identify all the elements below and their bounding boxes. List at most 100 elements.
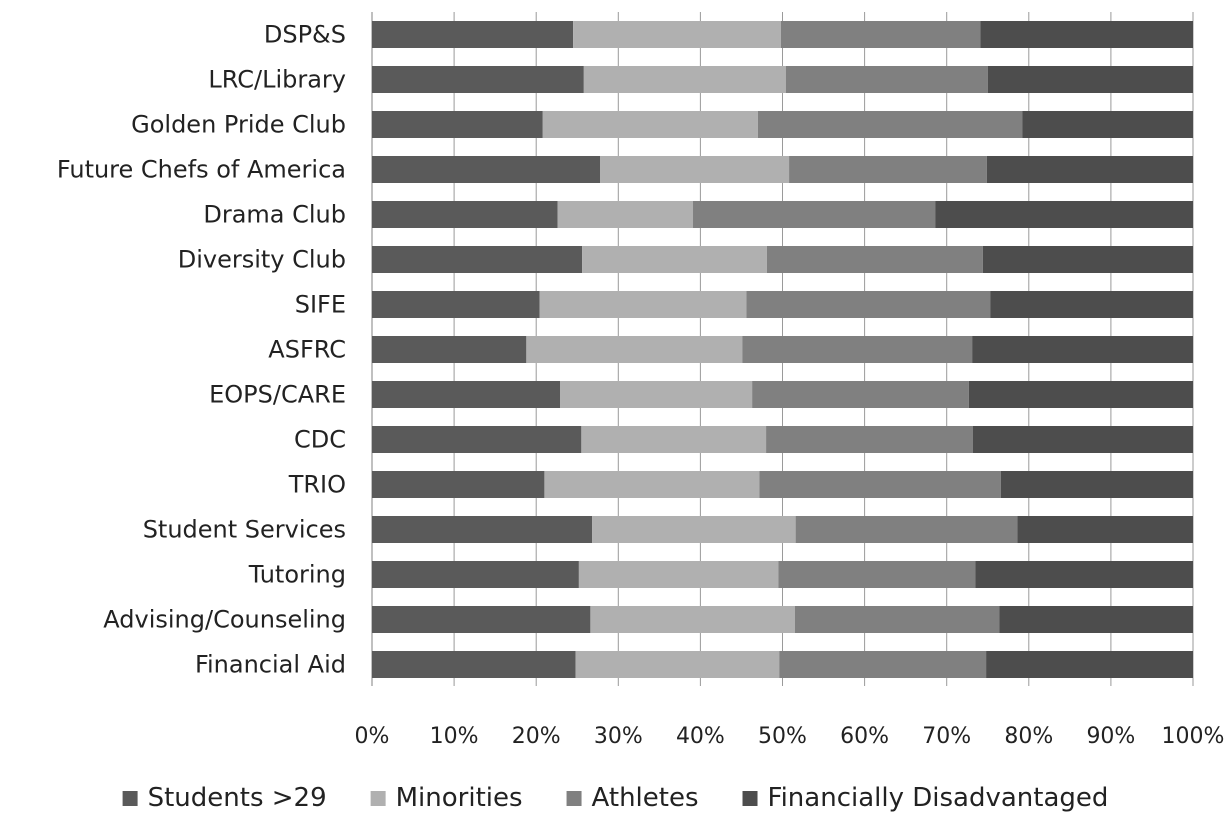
bar-segment — [766, 246, 983, 273]
bar-segment — [372, 111, 543, 138]
bar-segment — [372, 21, 574, 48]
bar-segment — [986, 651, 1193, 678]
bar-segment — [372, 291, 540, 318]
bar-segment — [975, 561, 1193, 588]
bar-segment — [573, 21, 781, 48]
legend-item: Minorities — [370, 783, 523, 813]
x-tick-label: 0% — [355, 724, 390, 749]
legend-swatch — [122, 791, 138, 806]
category-label: Golden Pride Club — [131, 111, 346, 139]
category-label: DSP&S — [264, 21, 346, 49]
bar-segment — [372, 516, 593, 543]
bar-segment — [372, 156, 601, 183]
x-tick-label: 10% — [430, 724, 479, 749]
bar-segment — [372, 471, 545, 498]
bar-segment — [583, 66, 786, 93]
category-label: Tutoring — [248, 561, 346, 589]
bar-segment — [592, 516, 796, 543]
legend-label: Athletes — [592, 783, 699, 813]
bar-segment — [990, 291, 1193, 318]
bar-segment — [1017, 516, 1193, 543]
bar-segment — [746, 291, 991, 318]
bar-segment — [372, 381, 561, 408]
bar-segment — [999, 606, 1193, 633]
bar-segment — [560, 381, 753, 408]
bar-segment — [935, 201, 1193, 228]
category-label: ASFRC — [268, 336, 346, 364]
category-label: SIFE — [295, 291, 346, 319]
legend-swatch — [566, 791, 582, 806]
bar-segment — [742, 336, 973, 363]
bar-segment — [526, 336, 743, 363]
category-label: EOPS/CARE — [209, 381, 346, 409]
bar-segment — [980, 21, 1193, 48]
bar-segment — [986, 156, 1193, 183]
bar-segment — [766, 426, 973, 453]
bar-segment — [752, 381, 969, 408]
x-tick-label: 50% — [758, 724, 807, 749]
category-label: Student Services — [143, 516, 346, 544]
x-tick-labels: 0% 10% 20% 30% 40% 50% 60% 70% 80% 90% 100% — [355, 724, 1225, 749]
bar-segment — [372, 336, 527, 363]
x-tick-label: 70% — [922, 724, 971, 749]
bar-segment — [795, 516, 1018, 543]
bar-segment — [759, 471, 1001, 498]
bar-segment — [982, 246, 1193, 273]
bar-segment — [789, 156, 987, 183]
bar-segment — [785, 66, 988, 93]
legend-swatch — [370, 791, 386, 806]
category-label: Future Chefs of America — [57, 156, 346, 184]
legend: Students >29 Minorities Athletes Financiall… — [122, 783, 1109, 813]
x-tick-label: 40% — [676, 724, 725, 749]
bar-segment — [987, 66, 1193, 93]
bar-segment — [539, 291, 747, 318]
bar-segment — [372, 246, 583, 273]
bar-segment — [372, 66, 584, 93]
bar-segment — [972, 336, 1193, 363]
bar-segment — [1000, 471, 1193, 498]
category-labels: DSP&S LRC/Library Golden Pride Club Future … — [57, 21, 346, 679]
bars — [372, 21, 1193, 678]
bar-segment — [372, 651, 576, 678]
bar-segment — [600, 156, 790, 183]
legend-item: Financially Disadvantaged — [742, 783, 1109, 813]
bar-segment — [582, 246, 767, 273]
category-label: Drama Club — [203, 201, 346, 229]
legend-label: Financially Disadvantaged — [768, 783, 1109, 813]
bar-segment — [779, 651, 987, 678]
legend-swatch — [742, 791, 758, 806]
bar-segment — [968, 381, 1193, 408]
bar-segment — [372, 201, 558, 228]
x-tick-label: 30% — [594, 724, 643, 749]
bar-segment — [575, 651, 780, 678]
bar-segment — [372, 606, 591, 633]
legend-item: Students >29 — [122, 783, 327, 813]
category-label: TRIO — [288, 471, 346, 499]
category-label: Advising/Counseling — [103, 606, 346, 634]
x-tick-label: 20% — [512, 724, 561, 749]
bar-segment — [972, 426, 1193, 453]
category-label: CDC — [294, 426, 346, 454]
bar-segment — [757, 111, 1023, 138]
x-tick-label: 60% — [840, 724, 889, 749]
bar-segment — [590, 606, 795, 633]
bar-segment — [542, 111, 758, 138]
x-tick-label: 90% — [1086, 724, 1135, 749]
bar-segment — [794, 606, 1000, 633]
legend-label: Minorities — [396, 783, 523, 813]
bar-segment — [581, 426, 767, 453]
x-tick-label: 100% — [1162, 724, 1225, 749]
bar-segment — [780, 21, 981, 48]
bar-segment — [778, 561, 976, 588]
category-label: LRC/Library — [208, 66, 346, 94]
bar-segment — [544, 471, 760, 498]
bar-segment — [372, 561, 579, 588]
category-label: Diversity Club — [178, 246, 346, 274]
bar-segment — [578, 561, 779, 588]
bar-segment — [557, 201, 694, 228]
bar-segment — [372, 426, 582, 453]
category-label: Financial Aid — [195, 651, 346, 679]
bar-segment — [693, 201, 936, 228]
